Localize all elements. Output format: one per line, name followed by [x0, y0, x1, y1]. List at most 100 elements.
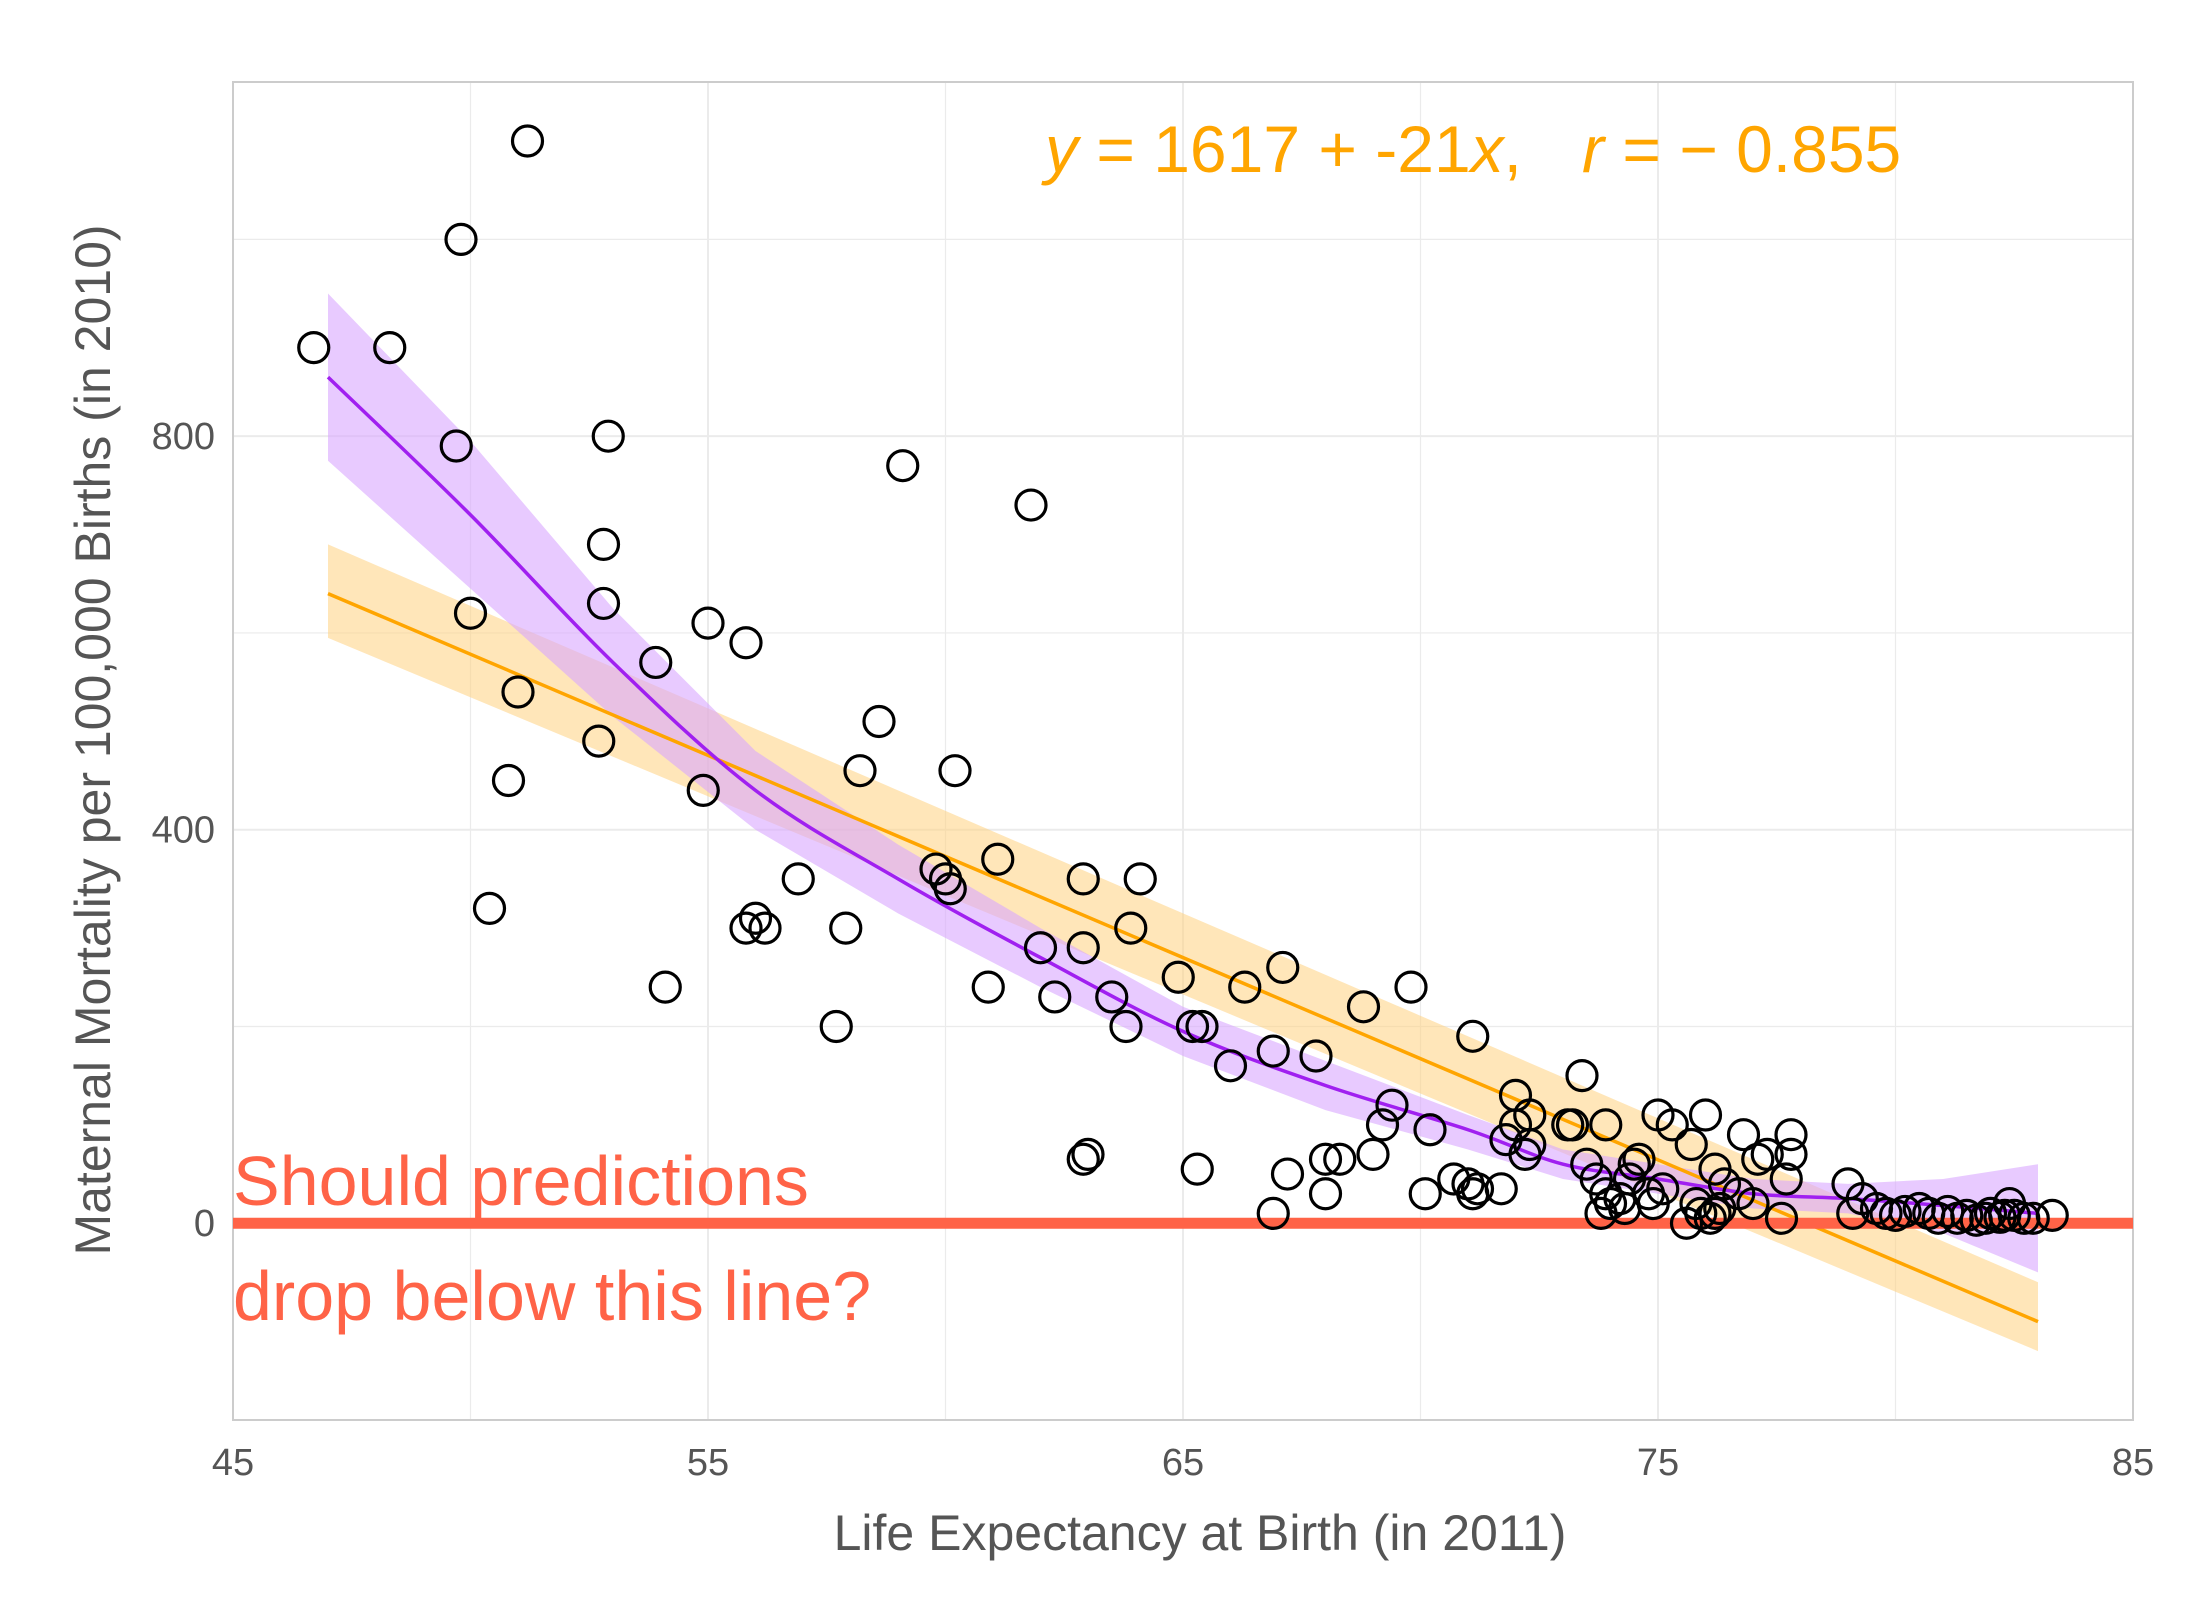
annotation-line-1: Should predictions: [233, 1142, 809, 1220]
data-point: [1617, 1147, 1651, 1181]
data-point: [1308, 1177, 1343, 1211]
data-point: [886, 449, 920, 483]
data-point: [1365, 1108, 1400, 1142]
data-point: [1888, 1194, 1922, 1229]
linear-fit-confidence-band: [328, 544, 2038, 1352]
data-point: [862, 704, 896, 739]
equation-r-value: = − 0.855: [1604, 112, 1901, 186]
data-point: [729, 626, 763, 660]
data-point: [1270, 1157, 1305, 1191]
data-point: [639, 645, 673, 680]
data-point: [1726, 1118, 1761, 1152]
data-point: [1323, 1142, 1357, 1176]
data-point: [981, 842, 1015, 876]
data-point: [1750, 1137, 1784, 1171]
data-point: [1774, 1137, 1808, 1171]
data-point: [1688, 1098, 1723, 1132]
equation-y-expr: = 1617 + -21: [1078, 112, 1471, 186]
data-point: [933, 872, 967, 906]
data-point: [1014, 488, 1048, 522]
data-point: [1071, 1137, 1105, 1171]
x-tick-label: 55: [687, 1442, 729, 1484]
data-point: [971, 970, 1005, 1004]
x-tick-label: 45: [212, 1442, 254, 1484]
data-point: [781, 862, 815, 896]
data-point: [1484, 1172, 1518, 1206]
tick-labels: 45 55 65 75 85 0 400 800: [152, 416, 2155, 1484]
equation-x-var: x: [1468, 112, 1506, 186]
equation-sep: ,: [1504, 112, 1522, 186]
x-tick-label: 85: [2112, 1442, 2154, 1484]
data-point: [1456, 1019, 1490, 1053]
y-tick-label: 0: [194, 1203, 215, 1245]
data-point: [591, 419, 625, 453]
data-point: [938, 754, 972, 788]
confidence-bands: [328, 293, 2038, 1352]
data-point: [1095, 980, 1129, 1014]
data-point: [1109, 1009, 1143, 1044]
x-tick-label: 65: [1162, 1442, 1204, 1484]
data-point: [472, 891, 507, 926]
loess-fit-line: [326, 375, 2039, 1216]
data-point: [586, 527, 621, 561]
data-point: [1565, 1059, 1599, 1093]
data-point: [1356, 1137, 1390, 1171]
y-tick-label: 400: [152, 810, 215, 852]
data-point: [686, 773, 720, 807]
data-point: [1023, 931, 1058, 965]
data-point: [439, 429, 473, 463]
data-point: [1213, 1049, 1248, 1083]
data-point: [843, 754, 877, 788]
data-point: [491, 763, 526, 798]
data-point: [748, 911, 782, 945]
data-point: [1698, 1196, 1732, 1230]
data-point: [738, 901, 773, 935]
data-point: [586, 586, 621, 621]
data-point: [1185, 1009, 1219, 1044]
data-point: [1736, 1186, 1770, 1221]
data-point: [453, 596, 488, 630]
data-point: [1674, 1127, 1708, 1162]
data-point: [1256, 1196, 1290, 1230]
data-point: [1460, 1172, 1495, 1206]
annotation-line-2: drop below this line?: [233, 1257, 871, 1335]
data-point: [1228, 970, 1262, 1004]
data-point: [691, 606, 725, 640]
data-point: [1256, 1034, 1290, 1068]
points-layer: [297, 124, 2069, 1240]
plot-border: [232, 81, 2134, 1421]
data-point: [1180, 1152, 1214, 1186]
x-tick-label: 75: [1637, 1442, 1679, 1484]
regression-equation: y = 1617 + -21x, r = − 0.855: [1041, 112, 1901, 186]
data-point: [1266, 950, 1300, 985]
data-point: [1513, 1127, 1547, 1162]
data-point: [1589, 1108, 1623, 1142]
data-point: [1555, 1108, 1590, 1142]
data-point: [1394, 970, 1428, 1004]
data-point: [1655, 1108, 1689, 1142]
data-point: [1066, 862, 1100, 896]
data-point: [444, 222, 478, 257]
data-point: [501, 675, 535, 709]
equation-r-var: r: [1582, 112, 1607, 186]
data-point: [1066, 1142, 1100, 1176]
equation-y-var: y: [1041, 112, 1082, 186]
data-point: [1308, 1142, 1343, 1176]
data-point: [1299, 1039, 1333, 1073]
data-point: [1346, 990, 1381, 1024]
data-point: [1774, 1118, 1808, 1152]
data-point: [729, 911, 763, 945]
y-axis-title: Maternal Mortality per 100,000 Births (i…: [65, 224, 121, 1255]
data-point: [1375, 1088, 1409, 1122]
data-point: [1769, 1162, 1803, 1196]
data-point: [1408, 1177, 1442, 1211]
data-point: [1123, 862, 1157, 896]
data-point: [2035, 1198, 2069, 1232]
x-axis-title: Life Expectancy at Birth (in 2011): [834, 1505, 1567, 1561]
data-point: [829, 911, 863, 945]
data-point: [648, 970, 682, 1004]
data-point: [1114, 911, 1148, 945]
data-point: [582, 724, 616, 758]
